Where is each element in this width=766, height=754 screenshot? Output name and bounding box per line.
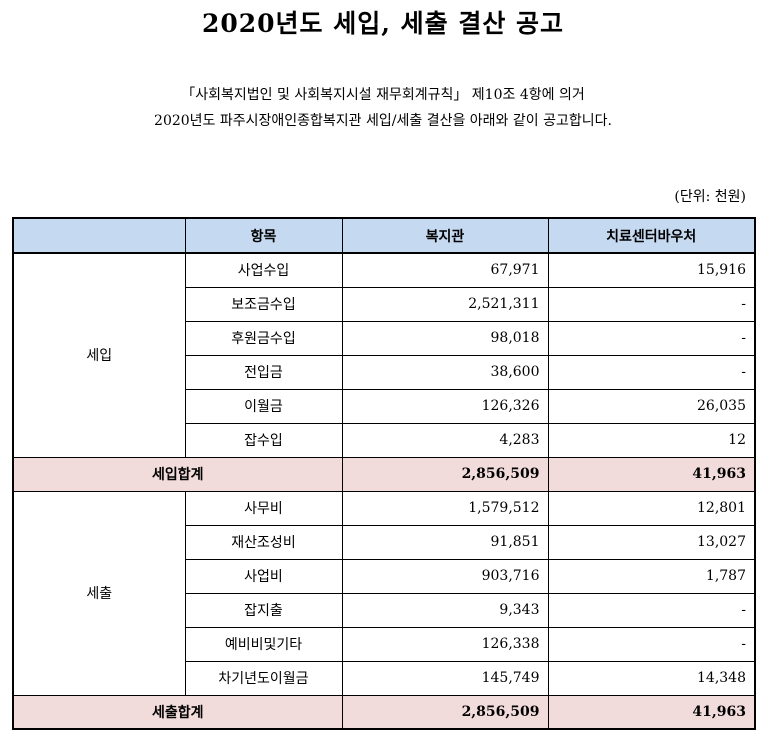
row-item: 사업비 xyxy=(184,558,343,594)
row-item: 잡수입 xyxy=(184,422,343,458)
row-welfare-value: 145,749 xyxy=(341,660,549,696)
table-row: 이월금 126,326 26,035 xyxy=(13,388,756,424)
expense-total-row: 세출합계 2,856,509 41,963 xyxy=(12,694,756,730)
row-voucher-value: 15,916 xyxy=(547,252,756,288)
row-welfare-value: 4,283 xyxy=(341,422,549,458)
row-voucher-value: 1,787 xyxy=(547,558,756,594)
table-header-row: 항목 복지관 치료센터바우처 xyxy=(12,217,756,254)
row-voucher-value: 14,348 xyxy=(547,660,756,696)
table-row: 잡수입 4,283 12 xyxy=(13,422,756,458)
table-row: 세출 사무비 1,579,512 12,801 xyxy=(12,490,756,696)
table-row: 차기년도이월금 145,749 14,348 xyxy=(13,660,756,696)
revenue-total-row: 세입합계 2,856,509 41,963 xyxy=(12,456,756,492)
page-title: 2020년도 세입, 세출 결산 공고 xyxy=(201,9,565,38)
row-welfare-value: 38,600 xyxy=(341,354,549,390)
row-voucher-value: - xyxy=(547,354,756,390)
row-welfare-value: 98,018 xyxy=(341,320,549,356)
header-therapy-voucher: 치료센터바우처 xyxy=(547,217,756,254)
table-row: 세입 사업수입 67,971 15,916 xyxy=(12,252,756,458)
row-item: 예비비및기타 xyxy=(184,626,343,662)
category-revenue: 세입 xyxy=(12,252,186,458)
revenue-total-voucher: 41,963 xyxy=(547,456,756,492)
row-voucher-value: - xyxy=(547,592,756,628)
unit-label: (단위: 천원) xyxy=(674,189,746,205)
row-item: 잡지출 xyxy=(184,592,343,628)
row-item: 사무비 xyxy=(184,490,343,526)
row-welfare-value: 1,579,512 xyxy=(341,490,549,526)
expense-total-label: 세출합계 xyxy=(12,694,343,730)
header-item: 항목 xyxy=(184,217,343,254)
row-item: 이월금 xyxy=(184,388,343,424)
row-item: 사업수입 xyxy=(184,252,343,288)
table-row: 잡지출 9,343 - xyxy=(13,592,756,628)
expense-total-welfare: 2,856,509 xyxy=(341,694,549,730)
row-voucher-value: 13,027 xyxy=(547,524,756,560)
row-item: 재산조성비 xyxy=(184,524,343,560)
row-item: 보조금수입 xyxy=(184,286,343,322)
row-voucher-value: 12 xyxy=(547,422,756,458)
header-welfare-center: 복지관 xyxy=(341,217,549,254)
row-item: 차기년도이월금 xyxy=(184,660,343,696)
row-welfare-value: 91,851 xyxy=(341,524,549,560)
row-voucher-value: 26,035 xyxy=(547,388,756,424)
row-welfare-value: 126,338 xyxy=(341,626,549,662)
row-voucher-value: - xyxy=(547,626,756,662)
row-voucher-value: 12,801 xyxy=(547,490,756,526)
revenue-total-welfare: 2,856,509 xyxy=(341,456,549,492)
revenue-total-label: 세입합계 xyxy=(12,456,343,492)
table-row: 사업비 903,716 1,787 xyxy=(13,558,756,594)
table-row: 보조금수입 2,521,311 - xyxy=(13,286,756,322)
table-row: 전입금 38,600 - xyxy=(13,354,756,390)
row-welfare-value: 9,343 xyxy=(341,592,549,628)
results-table: 항목 복지관 치료센터바우처 세입 사업수입 67,971 15,916 보조금… xyxy=(12,217,756,730)
notice-line-2: 2020년도 파주시장애인종합복지관 세입/세출 결산을 아래와 같이 공고합니… xyxy=(154,113,612,129)
row-item: 후원금수입 xyxy=(184,320,343,356)
row-welfare-value: 2,521,311 xyxy=(341,286,549,322)
row-welfare-value: 126,326 xyxy=(341,388,549,424)
row-welfare-value: 903,716 xyxy=(341,558,549,594)
table-row: 재산조성비 91,851 13,027 xyxy=(13,524,756,560)
table-row: 예비비및기타 126,338 - xyxy=(13,626,756,662)
category-expense: 세출 xyxy=(12,490,186,696)
row-item: 전입금 xyxy=(184,354,343,390)
row-welfare-value: 67,971 xyxy=(341,252,549,288)
row-voucher-value: - xyxy=(547,320,756,356)
notice-line-1: 「사회복지법인 및 사회복지시설 재무회계규칙」 제10조 4항에 의거 xyxy=(181,87,585,103)
expense-total-voucher: 41,963 xyxy=(547,694,756,730)
row-voucher-value: - xyxy=(547,286,756,322)
header-blank xyxy=(12,217,186,254)
